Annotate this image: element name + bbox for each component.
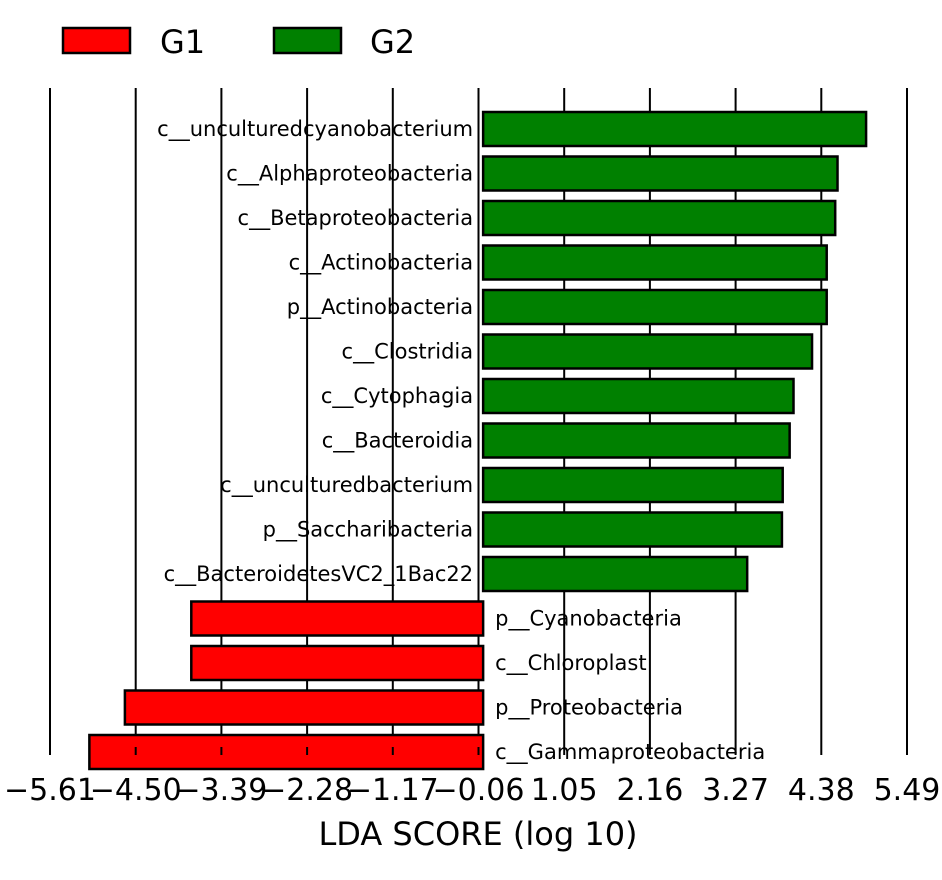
x-tick-label: 2.16 xyxy=(617,773,684,808)
bar xyxy=(481,110,868,148)
bar xyxy=(190,644,485,682)
legend-label: G1 xyxy=(160,23,205,61)
bar-label: c__Betaproteobacteria xyxy=(238,206,474,231)
bar-label: c__Alphaproteobacteria xyxy=(226,162,473,187)
bar xyxy=(123,689,485,726)
x-tick-label: −0.06 xyxy=(433,773,525,808)
x-tick-label: 3.27 xyxy=(702,773,769,808)
bar-label: p__Actinobacteria xyxy=(287,295,473,320)
bar xyxy=(481,555,749,593)
legend: G1 G2 xyxy=(61,23,415,61)
bar-label: c__BacteroidetesVC2_1Bac22 xyxy=(164,562,474,587)
x-tick-label: 4.38 xyxy=(788,773,855,808)
bar-label: c__Cytophagia xyxy=(321,384,473,409)
bar-label: c__Chloroplast xyxy=(495,651,646,676)
bar xyxy=(481,511,784,548)
x-tick-label: 1.05 xyxy=(531,773,598,808)
bar-label: c__Actinobacteria xyxy=(289,251,474,276)
bar xyxy=(190,600,485,637)
x-tick-label: −4.50 xyxy=(90,773,182,808)
bar xyxy=(481,155,839,192)
bar-label: c__unculturedcyanobacterium xyxy=(157,117,473,142)
bar-label: c__Gammaproteobacteria xyxy=(495,740,765,765)
bar xyxy=(481,244,828,281)
bar-label: p__Proteobacteria xyxy=(495,696,683,721)
x-axis-title: LDA SCORE (log 10) xyxy=(318,815,637,853)
bar xyxy=(88,733,485,771)
bars xyxy=(88,110,868,771)
bar-labels: c__unculturedcyanobacterium c__Alphaprote… xyxy=(157,117,765,765)
bar-label: c__Bacteroidia xyxy=(322,429,473,454)
bar-label: c__unculturedbacterium xyxy=(220,473,473,498)
bar xyxy=(481,377,795,415)
bar xyxy=(481,333,814,370)
bar xyxy=(481,288,828,326)
x-tick-label: 5.49 xyxy=(874,773,941,808)
bar-label: p__Cyanobacteria xyxy=(495,607,682,632)
grid-lines xyxy=(49,88,908,747)
x-tick-label: −5.61 xyxy=(4,773,96,808)
x-tick-label: −3.39 xyxy=(175,773,267,808)
bar-label: p__Saccharibacteria xyxy=(263,518,474,543)
x-tick-label: −1.17 xyxy=(347,773,439,808)
bar xyxy=(481,466,784,504)
legend-swatch xyxy=(272,26,343,55)
x-tick-label: −2.28 xyxy=(261,773,353,808)
bar xyxy=(481,422,791,459)
legend-swatch xyxy=(61,26,132,55)
bar-label: c__Clostridia xyxy=(342,340,474,365)
bar xyxy=(481,199,837,237)
legend-label: G2 xyxy=(370,23,415,61)
x-axis: −5.61−4.50−3.39−2.28−1.17−0.06 1.05 2.16 3.… xyxy=(4,747,940,808)
